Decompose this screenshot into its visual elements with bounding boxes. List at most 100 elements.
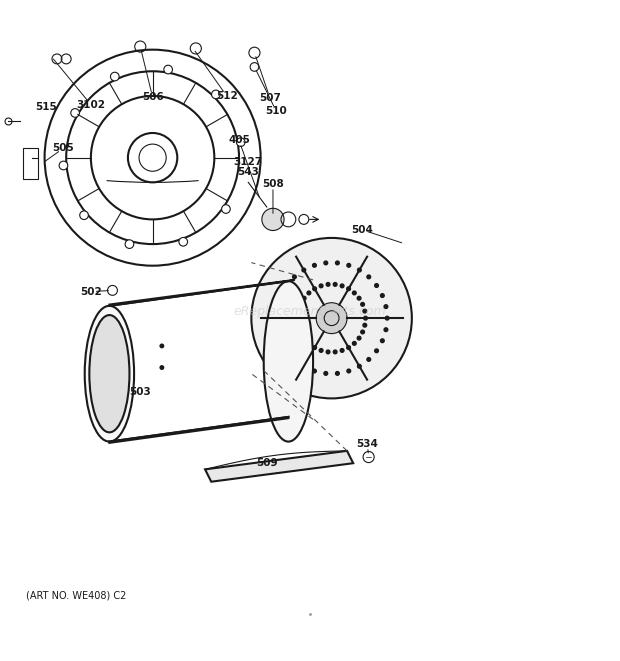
Circle shape [285, 349, 288, 353]
Circle shape [110, 72, 119, 81]
Circle shape [159, 365, 164, 370]
Circle shape [211, 90, 220, 98]
Polygon shape [205, 451, 353, 482]
Circle shape [335, 261, 339, 265]
Circle shape [326, 350, 330, 354]
Text: (ART NO. WE408) C2: (ART NO. WE408) C2 [26, 591, 126, 601]
Text: 534: 534 [356, 439, 378, 449]
Circle shape [347, 287, 350, 291]
Circle shape [299, 303, 303, 306]
Text: 506: 506 [142, 92, 164, 102]
Circle shape [357, 296, 361, 300]
Circle shape [159, 344, 164, 348]
Circle shape [274, 317, 278, 320]
Circle shape [80, 211, 89, 219]
Circle shape [384, 328, 388, 332]
Polygon shape [109, 280, 294, 306]
Circle shape [358, 268, 361, 272]
Circle shape [319, 348, 323, 352]
Circle shape [312, 264, 316, 267]
Circle shape [251, 238, 412, 399]
Circle shape [363, 451, 374, 463]
Circle shape [385, 317, 389, 320]
Circle shape [324, 371, 327, 375]
Text: 509: 509 [256, 458, 278, 468]
Circle shape [334, 350, 337, 354]
Text: 507: 507 [259, 93, 281, 103]
Circle shape [367, 358, 371, 362]
Text: eReplacementParts.com: eReplacementParts.com [234, 305, 386, 319]
Circle shape [302, 268, 306, 272]
Circle shape [179, 237, 187, 246]
Text: 515: 515 [35, 102, 56, 112]
Circle shape [347, 369, 351, 373]
Circle shape [296, 323, 300, 327]
Circle shape [363, 309, 366, 313]
Circle shape [347, 264, 351, 267]
Ellipse shape [264, 281, 313, 442]
Circle shape [59, 161, 68, 170]
Circle shape [374, 284, 378, 288]
Circle shape [296, 309, 300, 313]
Circle shape [307, 291, 311, 295]
Circle shape [361, 330, 365, 334]
Circle shape [293, 358, 296, 362]
Text: 510: 510 [265, 106, 287, 116]
Circle shape [340, 348, 344, 352]
Circle shape [335, 371, 339, 375]
Circle shape [279, 293, 283, 297]
Circle shape [164, 65, 172, 74]
Circle shape [312, 287, 316, 291]
Circle shape [357, 336, 361, 340]
Circle shape [236, 137, 245, 147]
Text: 505: 505 [52, 143, 74, 153]
Circle shape [303, 296, 306, 300]
Text: 405: 405 [228, 136, 250, 145]
Circle shape [302, 364, 306, 368]
Polygon shape [109, 417, 288, 443]
Text: 504: 504 [352, 225, 373, 235]
Text: 502: 502 [80, 287, 102, 297]
Ellipse shape [85, 306, 134, 442]
Circle shape [312, 369, 316, 373]
Circle shape [221, 205, 230, 214]
Circle shape [316, 303, 347, 334]
Circle shape [367, 275, 371, 279]
Ellipse shape [89, 315, 130, 432]
Circle shape [361, 303, 365, 306]
Circle shape [307, 342, 311, 345]
Circle shape [293, 275, 296, 279]
Circle shape [381, 339, 384, 342]
Circle shape [275, 305, 279, 309]
Circle shape [364, 317, 368, 320]
Circle shape [125, 240, 134, 249]
Circle shape [312, 346, 316, 350]
Text: 3102: 3102 [76, 100, 105, 110]
Circle shape [352, 342, 356, 345]
Circle shape [262, 208, 284, 231]
Circle shape [296, 317, 299, 320]
Circle shape [326, 282, 330, 286]
Circle shape [279, 339, 283, 342]
Text: 3127: 3127 [234, 157, 263, 167]
Circle shape [384, 305, 388, 309]
Circle shape [71, 108, 79, 117]
Circle shape [319, 284, 323, 288]
Circle shape [275, 328, 279, 332]
Circle shape [374, 349, 378, 353]
Circle shape [363, 323, 366, 327]
FancyBboxPatch shape [23, 149, 38, 179]
Text: 543: 543 [237, 167, 259, 177]
Text: 512: 512 [216, 91, 237, 101]
Circle shape [381, 293, 384, 297]
Circle shape [303, 336, 306, 340]
Circle shape [324, 261, 327, 265]
Circle shape [347, 346, 350, 350]
Circle shape [358, 364, 361, 368]
Circle shape [285, 284, 288, 288]
Circle shape [352, 291, 356, 295]
Circle shape [340, 284, 344, 288]
Text: 503: 503 [130, 387, 151, 397]
Text: 508: 508 [262, 179, 284, 189]
Circle shape [299, 330, 303, 334]
